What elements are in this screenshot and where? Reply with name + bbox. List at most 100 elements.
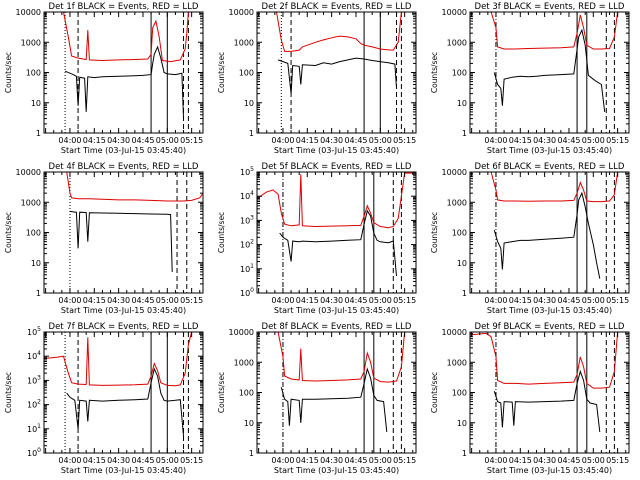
chart-title: Det 3f BLACK = Events, RED = LLD <box>475 2 625 12</box>
y-tick-label: 10000 <box>442 328 467 337</box>
series-line-lld <box>470 12 629 50</box>
y-tick-label: 101 <box>27 423 41 434</box>
chart-svg: 1 10 100 1000 10000 04:00 04:15 04:30 04:45 05:00… <box>217 2 417 155</box>
x-axis-label: Start Time (03-Jul-15 03:45:40) <box>61 466 186 475</box>
y-axis-label: Counts/sec <box>217 52 226 93</box>
x-axis-label: Start Time (03-Jul-15 03:45:40) <box>61 306 186 315</box>
series-line-events <box>66 367 184 437</box>
detector-panel-2: 1 10 100 1000 10000 04:00 04:15 04:30 04:45 05:00… <box>213 0 426 160</box>
y-tick-label: 1000 <box>447 198 467 207</box>
x-tick-label: 04:15 <box>83 296 106 305</box>
y-tick-label: 105 <box>27 326 41 337</box>
detector-panel-7: 100 101 102 103 104 105 04:00 04:15 04:30 04:45 05… <box>0 320 213 480</box>
y-tick-label: 1000 <box>234 358 254 367</box>
series-line-lld <box>257 12 416 52</box>
x-tick-label: 04:15 <box>296 456 319 465</box>
y-tick-label: 101 <box>240 263 254 274</box>
plot-frame <box>256 171 417 294</box>
y-tick-label: 100 <box>240 287 254 298</box>
series-group <box>44 172 203 272</box>
x-tick-label: 05:00 <box>582 296 605 305</box>
y-tick-exponent: 3 <box>37 374 41 381</box>
y-tick-exponent: 0 <box>37 447 41 454</box>
x-tick-label: 04:00 <box>58 456 81 465</box>
y-tick-label: 10000 <box>16 168 41 177</box>
x-tick-label: 05:00 <box>582 136 605 145</box>
x-axis-label: Start Time (03-Jul-15 03:45:40) <box>487 306 612 315</box>
y-tick-exponent: 3 <box>250 214 254 221</box>
y-axis-label: Counts/sec <box>430 52 439 93</box>
series-group <box>257 12 416 94</box>
y-tick-label: 10 <box>457 259 467 268</box>
y-tick-base: 10 <box>27 449 37 458</box>
y-tick-base: 10 <box>27 425 37 434</box>
y-tick-base: 10 <box>27 376 37 385</box>
x-tick-label: 04:15 <box>83 136 106 145</box>
plot-frame <box>256 331 417 454</box>
x-tick-label: 04:45 <box>131 136 154 145</box>
x-tick-label: 04:15 <box>83 456 106 465</box>
series-line-events <box>277 57 397 94</box>
x-tick-label: 05:00 <box>369 136 392 145</box>
y-tick-exponent: 1 <box>37 423 41 430</box>
x-tick-label: 04:30 <box>107 296 130 305</box>
plot-frame <box>469 11 630 134</box>
x-tick-label: 04:45 <box>557 136 580 145</box>
detector-panel-5: 100 101 102 103 104 105 04:00 04:15 04:30 04:45 05… <box>213 160 426 320</box>
x-tick-label: 04:30 <box>533 136 556 145</box>
chart-svg: 1 10 100 1000 10000 04:00 04:15 04:30 04:45 05:00… <box>430 2 630 155</box>
y-tick-label: 100 <box>452 69 467 78</box>
y-tick-label: 1 <box>462 129 467 138</box>
x-tick-label: 04:00 <box>271 456 294 465</box>
x-tick-label: 04:30 <box>320 136 343 145</box>
plot-frame <box>43 171 204 294</box>
x-tick-label: 04:00 <box>271 136 294 145</box>
y-axis-label: Counts/sec <box>4 372 13 413</box>
detector-panel-4: 1 10 100 1000 10000 04:00 04:15 04:30 04:45 05:00… <box>0 160 213 320</box>
x-tick-label: 04:00 <box>58 296 81 305</box>
chart-title: Det 6f BLACK = Events, RED = LLD <box>475 162 625 172</box>
y-tick-exponent: 0 <box>250 287 254 294</box>
y-tick-base: 10 <box>240 192 250 201</box>
detector-panel-1: 1 10 100 1000 10000 04:00 04:15 04:30 04:45 05:00… <box>0 0 213 160</box>
y-tick-label: 103 <box>27 374 41 385</box>
series-line-events <box>279 209 397 277</box>
y-tick-label: 10000 <box>229 328 254 337</box>
chart-title: Det 1f BLACK = Events, RED = LLD <box>49 2 199 12</box>
x-tick-label: 04:30 <box>107 136 130 145</box>
y-tick-label: 105 <box>240 166 254 177</box>
y-tick-exponent: 2 <box>250 239 254 246</box>
series-line-events <box>493 369 601 432</box>
y-tick-label: 10000 <box>442 168 467 177</box>
x-tick-label: 05:00 <box>369 296 392 305</box>
x-tick-label: 04:30 <box>320 456 343 465</box>
x-tick-label: 04:30 <box>107 456 130 465</box>
y-tick-label: 1 <box>249 449 254 458</box>
y-tick-label: 100 <box>239 69 254 78</box>
y-tick-base: 10 <box>27 401 37 410</box>
chart-svg: 1 10 100 1000 10000 04:00 04:15 04:30 04:45 05:00… <box>430 322 630 475</box>
detector-panel-3: 1 10 100 1000 10000 04:00 04:15 04:30 04:45 05:00… <box>426 0 639 160</box>
x-tick-label: 05:00 <box>156 456 179 465</box>
y-tick-label: 100 <box>27 447 41 458</box>
x-tick-label: 05:00 <box>156 296 179 305</box>
x-axis-label: Start Time (03-Jul-15 03:45:40) <box>274 146 399 155</box>
y-tick-label: 104 <box>240 190 254 201</box>
series-line-lld <box>257 172 416 229</box>
x-tick-label: 05:15 <box>180 296 203 305</box>
x-tick-label: 05:15 <box>393 456 416 465</box>
chart-title: Det 9f BLACK = Events, RED = LLD <box>475 322 625 332</box>
x-tick-label: 05:15 <box>606 456 629 465</box>
x-tick-label: 04:15 <box>509 456 532 465</box>
y-tick-label: 1 <box>462 289 467 298</box>
y-tick-exponent: 1 <box>250 263 254 270</box>
y-tick-label: 102 <box>27 399 41 410</box>
detector-panel-6: 1 10 100 1000 10000 04:00 04:15 04:30 04:45 05:00… <box>426 160 639 320</box>
y-tick-exponent: 4 <box>250 190 254 197</box>
y-tick-label: 1000 <box>234 38 254 47</box>
series-group <box>257 332 416 432</box>
detector-panel-9: 1 10 100 1000 10000 04:00 04:15 04:30 04:45 05:00… <box>426 320 639 480</box>
y-tick-label: 10 <box>31 259 41 268</box>
y-tick-label: 1000 <box>21 198 41 207</box>
x-tick-label: 04:00 <box>484 136 507 145</box>
